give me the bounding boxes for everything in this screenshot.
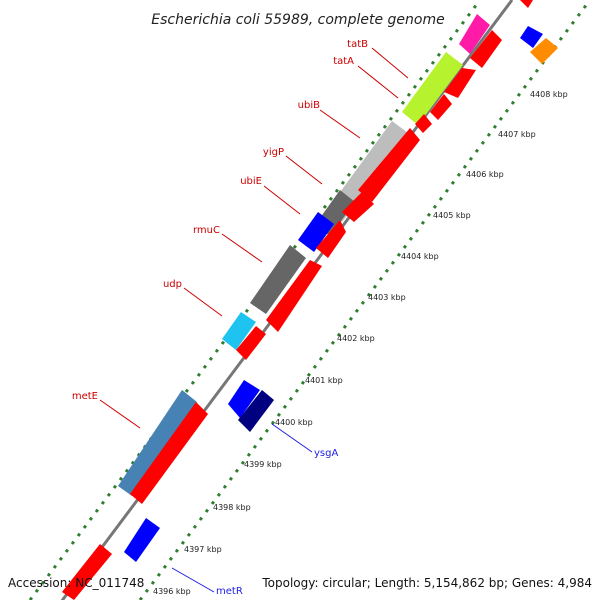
feature-red[interactable] <box>470 30 502 68</box>
tick-label: 4397 kbp <box>184 545 222 554</box>
feature-red[interactable] <box>415 114 432 133</box>
feature-red[interactable] <box>130 402 208 504</box>
feature-navy-ysga[interactable] <box>238 390 274 432</box>
feature-orange[interactable] <box>530 38 558 64</box>
feature-red[interactable] <box>520 0 533 8</box>
feature-red[interactable] <box>342 192 374 222</box>
tick-label: 4407 kbp <box>498 130 536 139</box>
leader-mete <box>99 399 141 429</box>
leader-tata <box>357 65 399 99</box>
gene-label-tatb[interactable]: tatB <box>347 39 368 50</box>
feature-blue-metr[interactable] <box>124 518 160 562</box>
reverse-strand-features <box>124 26 558 562</box>
tick-label: 4408 kbp <box>530 90 568 99</box>
feature-blue[interactable] <box>228 380 260 418</box>
feature-pink[interactable] <box>459 14 490 54</box>
feature-blue-ubie[interactable] <box>298 212 334 252</box>
gene-label-udp[interactable]: udp <box>163 279 182 290</box>
tick-label: 4400 kbp <box>275 418 313 427</box>
leader-ubib <box>319 109 361 139</box>
tick-label: 4402 kbp <box>337 334 375 343</box>
dotted-lanes <box>28 0 592 600</box>
feature-cyan-udp[interactable] <box>222 312 256 350</box>
leader-ubie <box>263 185 301 215</box>
feature-red[interactable] <box>430 94 452 120</box>
map-title: Escherichia coli 55989, complete genome <box>151 12 444 28</box>
feature-red[interactable] <box>62 544 112 600</box>
leader-ysga <box>271 423 313 453</box>
tick-label: 4406 kbp <box>466 170 504 179</box>
tick-label: 4399 kbp <box>244 460 282 469</box>
tick-label: 4396 kbp <box>153 587 191 596</box>
leader-udp <box>183 287 223 317</box>
feature-red[interactable] <box>358 128 420 202</box>
feature-green-tatb[interactable] <box>402 52 463 125</box>
feature-blue[interactable] <box>520 26 543 48</box>
inner-dotted-lane <box>138 0 592 600</box>
leader-rmuc <box>221 233 263 263</box>
leader-lines-reverse <box>171 423 313 593</box>
feature-darkgrey-rmuc[interactable] <box>250 245 306 314</box>
feature-steelblue-mete[interactable] <box>118 390 197 496</box>
feature-red[interactable] <box>266 260 322 332</box>
leader-tatb <box>371 47 409 79</box>
tick-label: 4398 kbp <box>213 503 251 512</box>
leader-lines-forward <box>99 47 409 429</box>
tick-label: 4403 kbp <box>368 293 406 302</box>
feature-red[interactable] <box>444 68 476 98</box>
outer-ring-features <box>118 14 490 496</box>
leader-metr <box>171 567 215 593</box>
gene-label-ubie[interactable]: ubiE <box>240 176 262 187</box>
forward-red-features <box>62 0 533 600</box>
gene-label-rmuc[interactable]: rmuC <box>193 225 220 236</box>
gene-labels: tatB tatA ubiB yigP ubiE rmuC udp metE y… <box>72 39 368 597</box>
gene-label-ubib[interactable]: ubiB <box>298 100 320 111</box>
tick-label: 4404 kbp <box>401 252 439 261</box>
gene-label-yigp[interactable]: yigP <box>263 147 284 158</box>
tick-label: 4401 kbp <box>305 376 343 385</box>
gene-label-metr[interactable]: metR <box>216 586 243 597</box>
accession-text: Accession: NC_011748 <box>8 576 144 590</box>
tick-label: 4405 kbp <box>433 211 471 220</box>
topology-text: Topology: circular; Length: 5,154,862 bp… <box>261 576 592 590</box>
leader-yigp <box>285 155 323 185</box>
kbp-ticks: 4396 kbp 4397 kbp 4398 kbp 4399 kbp 4400… <box>153 90 568 596</box>
feature-red[interactable] <box>316 220 346 258</box>
gene-label-ysga[interactable]: ysgA <box>314 448 338 459</box>
gene-label-mete[interactable]: metE <box>72 391 98 402</box>
gene-label-tata[interactable]: tatA <box>333 56 354 67</box>
feature-red[interactable] <box>236 326 266 360</box>
